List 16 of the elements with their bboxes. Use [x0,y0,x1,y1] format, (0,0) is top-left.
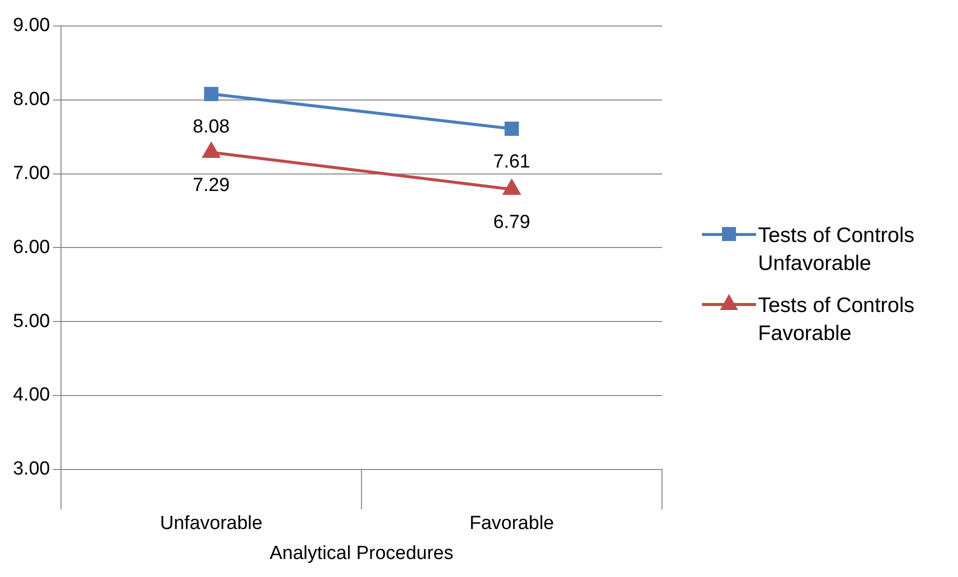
y-tick-label: 4.00 [12,384,50,406]
y-tick-label: 3.00 [12,458,50,480]
data-label: 8.08 [192,116,230,138]
y-tick-label: 7.00 [12,163,50,184]
y-tick-label: 6.00 [12,236,50,258]
y-tick-label: 8.00 [12,89,50,110]
data-label: 7.61 [493,151,530,172]
data-label: 7.29 [192,175,230,196]
y-tick-label: 9.00 [12,15,50,36]
data-label: 6.79 [493,212,530,234]
x-axis-title: Analytical Procedures [270,542,454,564]
x-tick-label: Unfavorable [160,513,262,534]
legend-label: Tests of Controls Favorable [758,293,916,347]
legend-label: Tests of Controls Unfavorable [758,223,916,277]
x-tick-label: Favorable [469,513,554,534]
y-tick-label: 5.00 [12,310,50,332]
